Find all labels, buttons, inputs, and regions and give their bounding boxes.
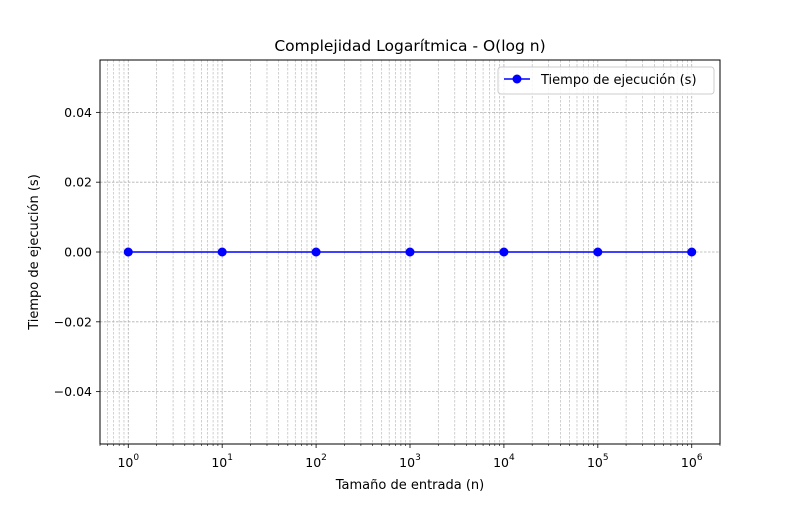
plot-area-frame [99,59,721,445]
x-tick-base: 10 [117,455,133,470]
x-tick-label: 105 [587,453,609,470]
x-tick-base: 10 [305,455,321,470]
y-axis-label: Tiempo de ejecución (s) [27,174,42,331]
y-tick-label: 0.02 [64,175,92,190]
x-tick-base: 10 [399,455,415,470]
data-point [499,247,509,257]
x-tick-label: 106 [681,453,703,470]
series [123,247,697,257]
data-point [123,247,133,257]
x-tick-base: 10 [211,455,227,470]
chart-title: Complejidad Logarítmica - O(log n) [274,37,545,55]
x-tick-exponent: 5 [603,453,609,463]
data-point [687,247,697,257]
x-tick-exponent: 2 [321,453,327,463]
y-tick-label: 0.04 [64,105,92,120]
legend-marker-swatch [512,74,522,84]
x-tick-base: 10 [681,455,697,470]
y-tick-label: −0.02 [54,314,92,329]
y-tick-label: 0.00 [64,245,92,260]
y-tick-label: −0.04 [54,384,92,399]
legend-entry-label: Tiempo de ejecución (s) [540,73,697,88]
x-tick-label: 103 [399,453,421,470]
legend-frame [497,66,715,95]
legend: Tiempo de ejecución (s) [497,66,715,95]
data-point [217,247,227,257]
data-point [593,247,603,257]
data-point [405,247,415,257]
axis-ticks: 100 101 102 103 104 105 1060.040.020.00−0.02−0… [54,105,721,470]
x-tick-exponent: 6 [697,453,703,463]
x-tick-exponent: 1 [227,453,233,463]
x-tick-label: 100 [117,453,139,470]
x-tick-label: 102 [305,453,327,470]
x-tick-base: 10 [493,455,509,470]
x-tick-label: 104 [493,453,515,470]
x-tick-exponent: 0 [133,453,139,463]
x-tick-base: 10 [587,455,603,470]
x-tick-label: 101 [211,453,233,470]
x-tick-exponent: 4 [509,453,515,463]
x-tick-exponent: 3 [415,453,421,463]
data-point [311,247,321,257]
x-axis-label: Tamaño de entrada (n) [335,478,484,493]
